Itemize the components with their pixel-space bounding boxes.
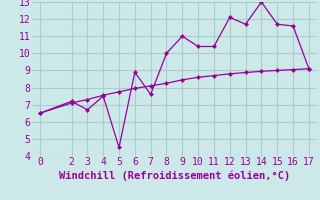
X-axis label: Windchill (Refroidissement éolien,°C): Windchill (Refroidissement éolien,°C)	[59, 170, 290, 181]
